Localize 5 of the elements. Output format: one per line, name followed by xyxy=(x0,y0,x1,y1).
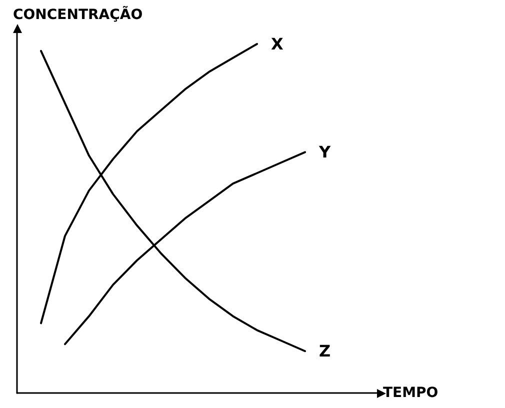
x-axis-title: TEMPO xyxy=(383,385,438,401)
series-label: X xyxy=(271,34,284,54)
series-label: Y xyxy=(318,142,331,162)
series-label: Z xyxy=(319,342,331,361)
y-axis-title: CONCENTRAÇÃO xyxy=(13,5,143,23)
